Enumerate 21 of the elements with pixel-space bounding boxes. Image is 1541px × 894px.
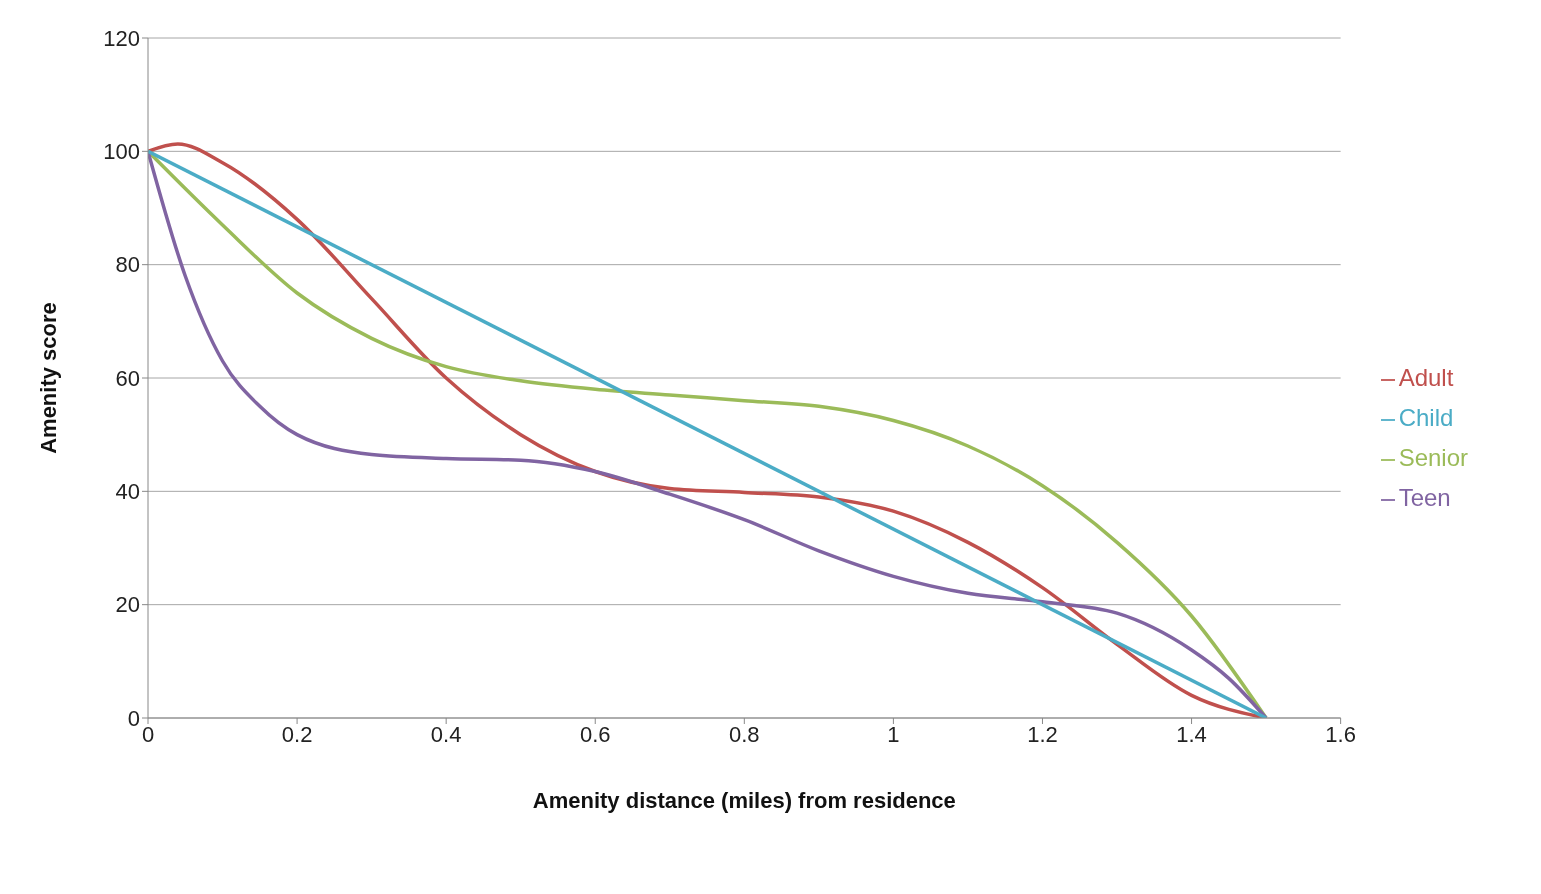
x-tick-label: 0.2 xyxy=(281,721,313,747)
x-tick-label: 0.8 xyxy=(729,721,760,747)
x-tick-label: 1.2 xyxy=(1027,721,1058,747)
y-tick-label: 80 xyxy=(115,252,140,278)
y-axis-title: Amenity score xyxy=(35,302,61,454)
y-tick-label: 60 xyxy=(115,365,140,391)
x-axis-title: Amenity distance (miles) from residence xyxy=(532,788,956,813)
legend-label: Child xyxy=(1398,404,1454,431)
x-tick-label: 0.4 xyxy=(430,721,462,747)
y-tick-label: 20 xyxy=(115,592,140,618)
x-tick-label: 1.6 xyxy=(1325,721,1356,747)
y-tick-label: 100 xyxy=(103,139,140,165)
x-tick-label: 1.4 xyxy=(1176,721,1207,747)
y-tick-label: 40 xyxy=(115,479,140,505)
x-tick-label: 1 xyxy=(887,721,900,747)
legend-label: Adult xyxy=(1398,364,1454,391)
y-tick-label: 120 xyxy=(103,25,140,51)
y-tick-label: 0 xyxy=(127,705,140,731)
legend-label: Senior xyxy=(1398,444,1468,471)
legend-label: Teen xyxy=(1398,484,1451,511)
x-tick-label: 0.6 xyxy=(579,721,611,747)
